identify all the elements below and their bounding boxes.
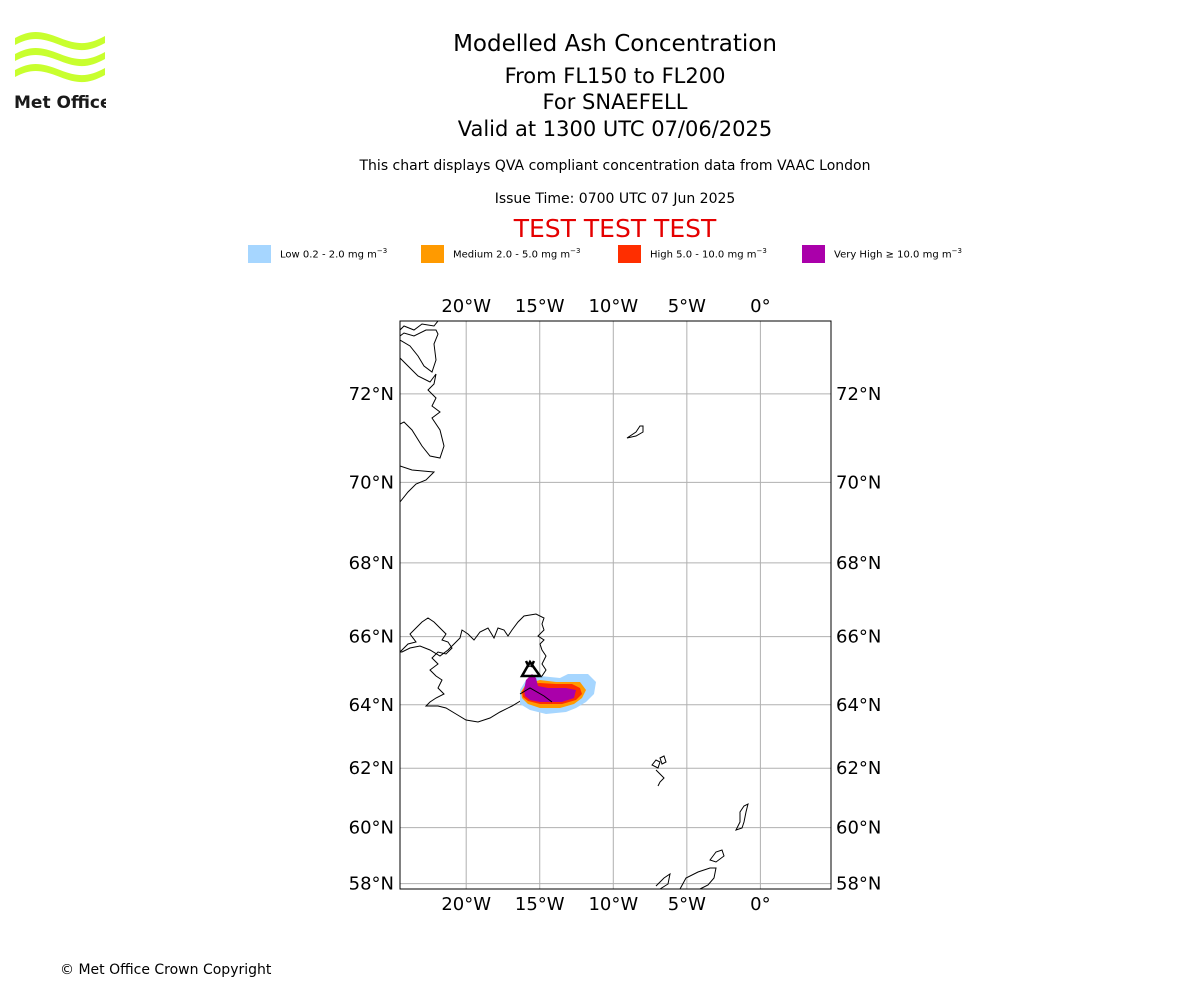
graticule — [400, 321, 831, 889]
axis-labels: 20°W 20°W 15°W 15°W 10°W 10°W 5°W 5°W 0° 0° 72°N 72… — [349, 296, 882, 915]
ash-level-very-high — [524, 674, 576, 702]
legend-item-very-high: Very High ≥ 10.0 mg m−3 — [802, 244, 962, 264]
volcano-name: For SNAEFELL — [542, 90, 688, 114]
shetland-coastline — [735, 803, 749, 831]
lat-tick-label-left: 72°N — [349, 384, 394, 405]
lat-tick-label-left: 60°N — [349, 818, 394, 839]
legend-swatch-very-high — [802, 245, 825, 263]
lat-tick-label-left: 66°N — [349, 627, 394, 648]
lon-tick-label-bottom: 0° — [750, 894, 770, 915]
lon-tick-label-top: 5°W — [668, 296, 706, 317]
valid-time: Valid at 1300 UTC 07/06/2025 — [457, 117, 773, 141]
chart-description: This chart displays QVA compliant concen… — [359, 158, 871, 174]
ash-edge-line — [519, 687, 553, 703]
lat-tick-label-right: 72°N — [836, 384, 881, 405]
legend-label-medium: Medium 2.0 - 5.0 mg m−3 — [453, 247, 581, 261]
lon-tick-label-bottom: 10°W — [588, 894, 638, 915]
chart-title: Modelled Ash Concentration — [453, 31, 777, 57]
greenland-coastline — [400, 321, 445, 503]
lat-tick-label-right: 70°N — [836, 472, 881, 493]
legend-label-high: High 5.0 - 10.0 mg m−3 — [650, 247, 767, 261]
logo-text: Met Office — [14, 93, 106, 112]
legend-swatch-medium — [421, 245, 444, 263]
lat-tick-label-left: 68°N — [349, 553, 394, 574]
faroe-islands-coastline — [651, 755, 667, 787]
lat-tick-label-right: 68°N — [836, 553, 881, 574]
lat-tick-label-left: 70°N — [349, 472, 394, 493]
lon-tick-label-bottom: 20°W — [441, 894, 491, 915]
legend-item-medium: Medium 2.0 - 5.0 mg m−3 — [421, 244, 580, 264]
coastlines — [400, 321, 749, 889]
lat-tick-label-right: 60°N — [836, 818, 881, 839]
scotland-coastline — [655, 867, 717, 889]
lat-tick-label-left: 58°N — [349, 874, 394, 895]
map-frame — [399, 320, 832, 890]
lon-tick-label-bottom: 15°W — [515, 894, 565, 915]
lon-tick-label-bottom: 5°W — [668, 894, 706, 915]
flight-level-range: From FL150 to FL200 — [504, 64, 726, 88]
lat-tick-label-right: 66°N — [836, 627, 881, 648]
legend-label-low: Low 0.2 - 2.0 mg m−3 — [280, 247, 388, 261]
met-office-logo: Met Office — [14, 30, 112, 113]
lon-tick-label-top: 15°W — [515, 296, 565, 317]
lat-tick-label-right: 62°N — [836, 758, 881, 779]
lat-tick-label-left: 64°N — [349, 695, 394, 716]
copyright-notice: © Met Office Crown Copyright — [60, 962, 272, 978]
lat-tick-label-right: 58°N — [836, 874, 881, 895]
ash-plume — [519, 674, 596, 714]
legend-swatch-low — [248, 245, 271, 263]
lon-tick-label-top: 0° — [750, 296, 770, 317]
lon-tick-label-top: 10°W — [588, 296, 638, 317]
jan-mayen-coastline — [626, 425, 644, 439]
test-banner: TEST TEST TEST — [513, 214, 717, 243]
met-office-wave-icon: Met Office — [14, 32, 112, 113]
legend-swatch-high — [618, 245, 641, 263]
volcano-marker-icon — [519, 659, 543, 678]
orkney-coastline — [709, 849, 725, 863]
legend-label-very-high: Very High ≥ 10.0 mg m−3 — [834, 247, 962, 261]
issue-time: Issue Time: 0700 UTC 07 Jun 2025 — [494, 191, 736, 207]
legend-item-high: High 5.0 - 10.0 mg m−3 — [618, 244, 767, 264]
lat-tick-label-left: 62°N — [349, 758, 394, 779]
lon-tick-label-top: 20°W — [441, 296, 491, 317]
legend-item-low: Low 0.2 - 2.0 mg m−3 — [248, 244, 387, 264]
lat-tick-label-right: 64°N — [836, 695, 881, 716]
